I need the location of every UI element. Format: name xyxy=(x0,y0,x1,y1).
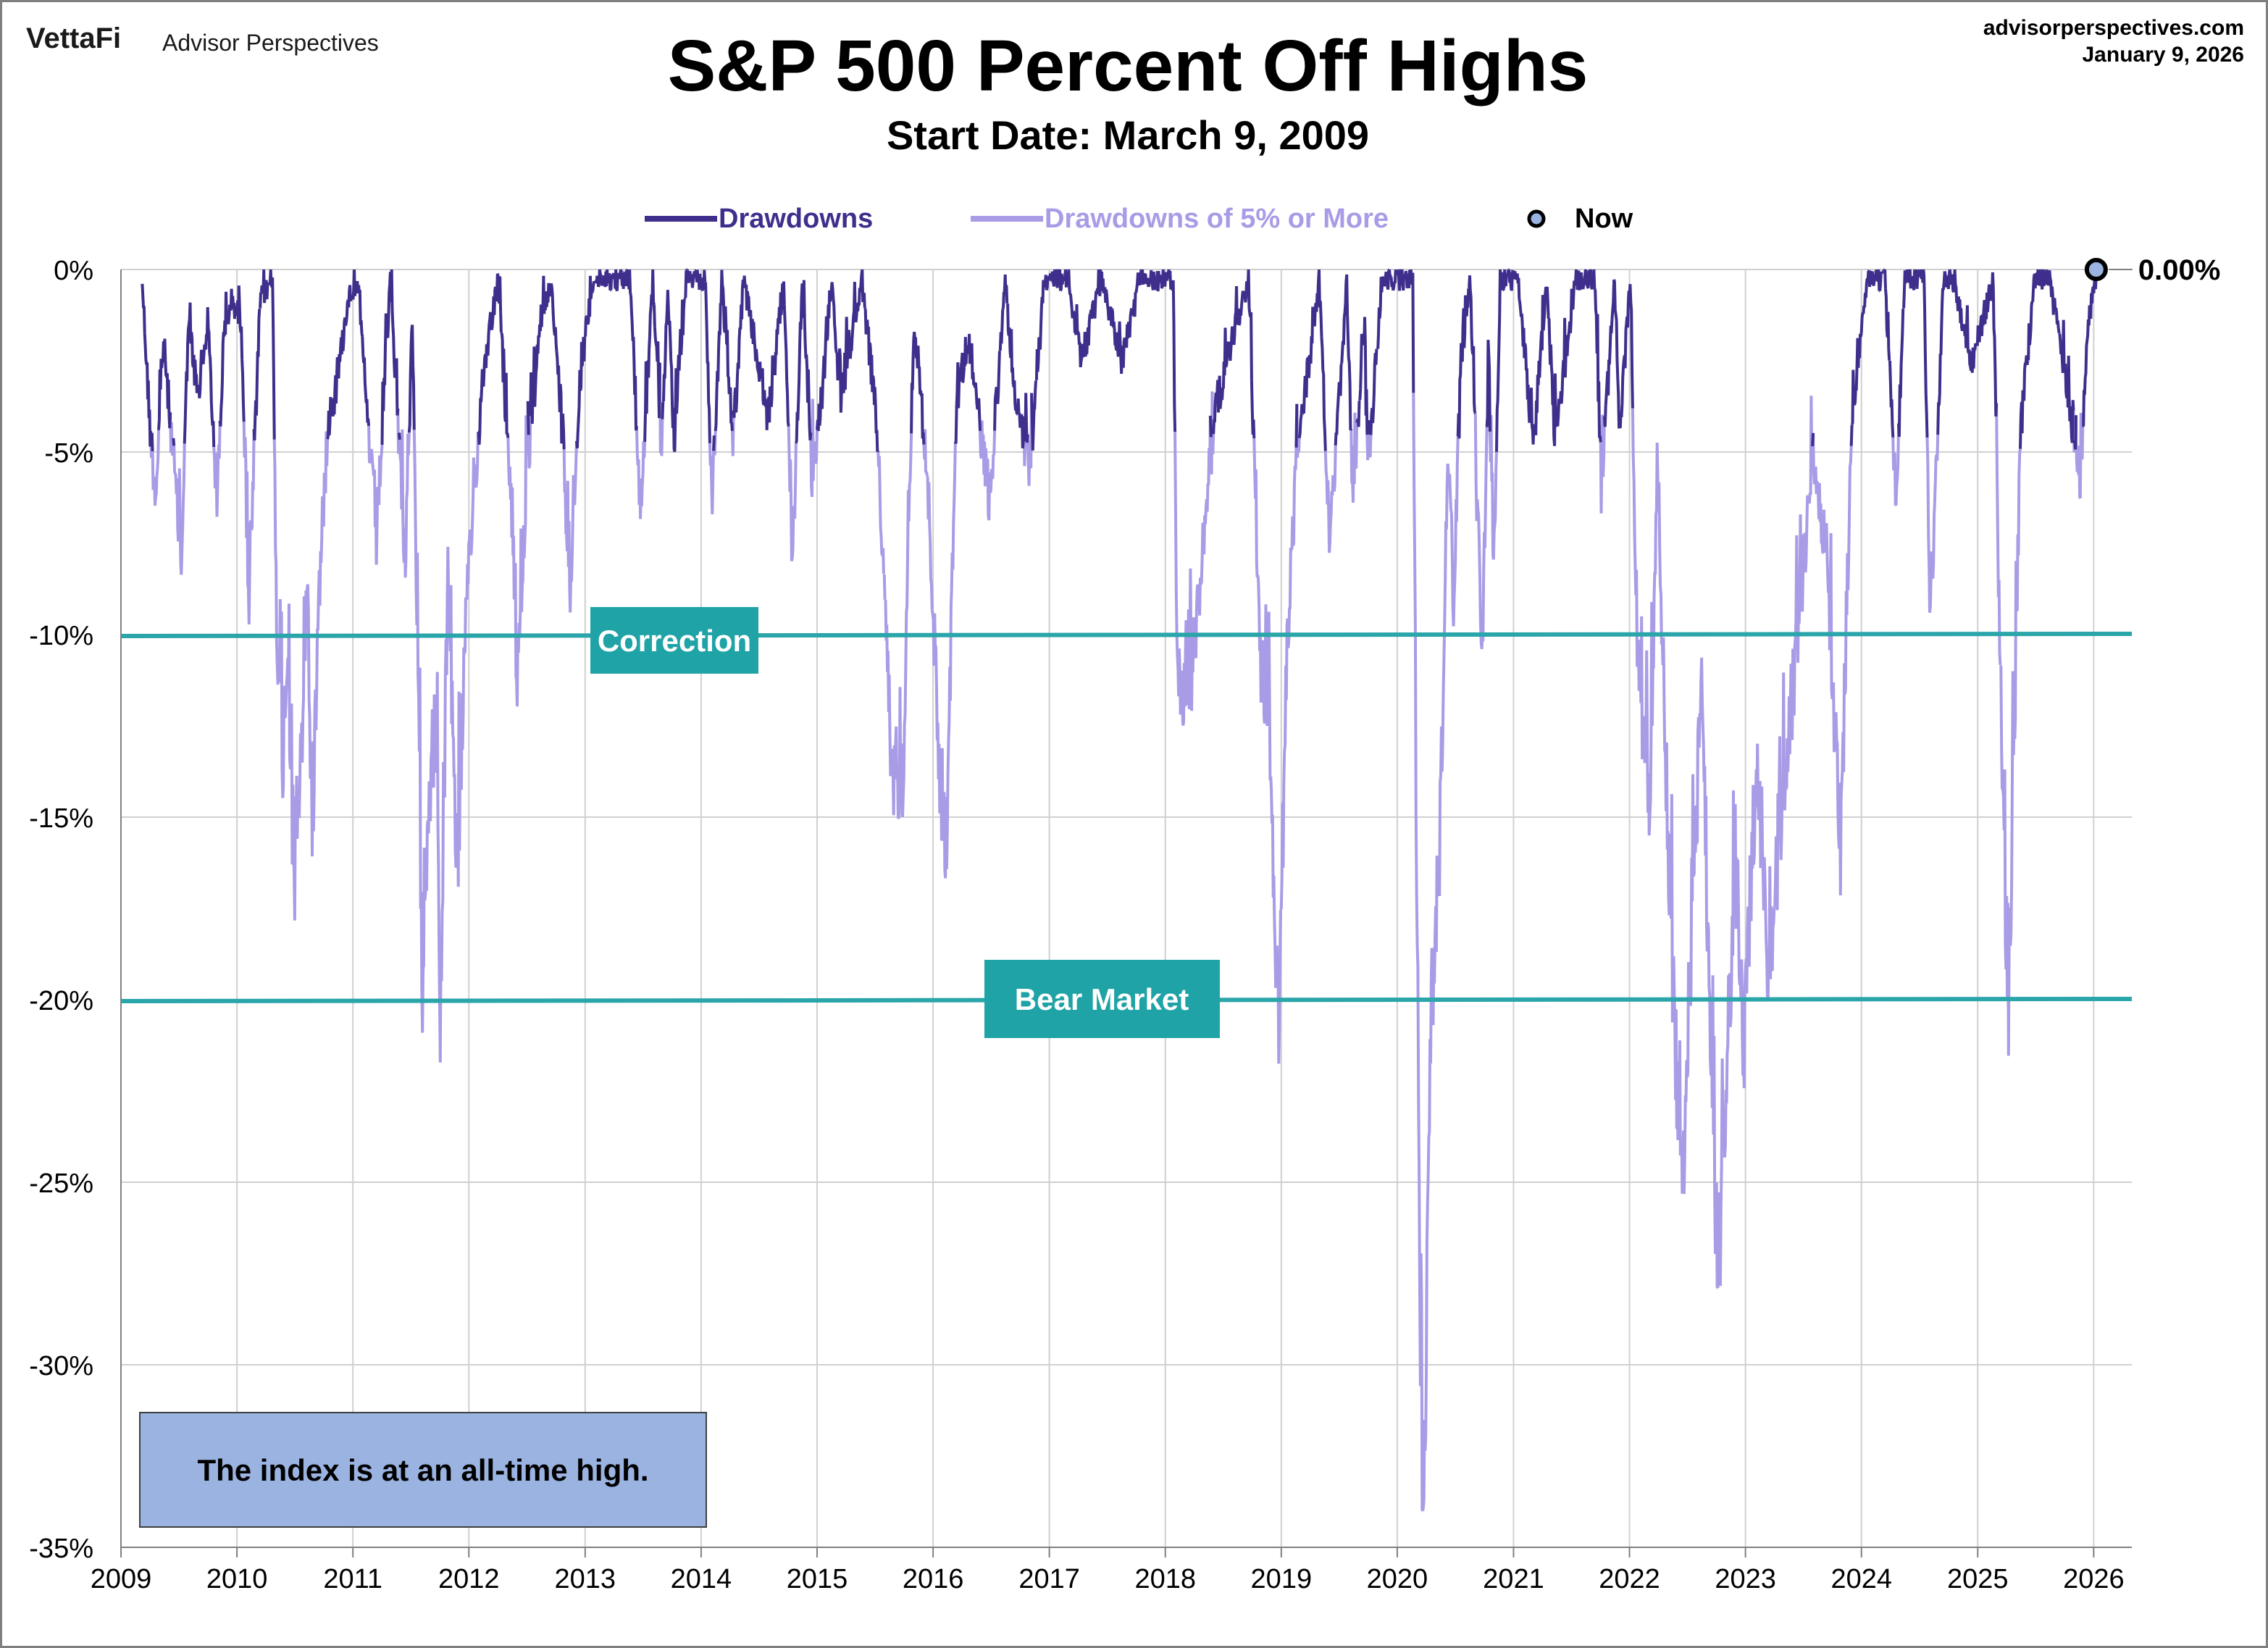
x-tick-label: 2023 xyxy=(1715,1564,1776,1594)
x-tick-label: 2016 xyxy=(903,1564,964,1594)
chart-title: S&P 500 Percent Off Highs xyxy=(668,25,1589,106)
legend-label-drawdowns: Drawdowns xyxy=(719,204,873,234)
y-axis-ticks: 0% -5% -10% -15% -20% -25% -30% -35% xyxy=(29,256,93,1564)
site-url: advisorperspectives.com xyxy=(1983,16,2244,40)
x-tick-label: 2019 xyxy=(1251,1564,1313,1594)
axes xyxy=(120,269,2132,1548)
x-tick-label: 2014 xyxy=(671,1564,732,1594)
y-tick-label: -20% xyxy=(29,986,93,1016)
brand-block: VettaFi Advisor Perspectives xyxy=(26,22,379,56)
x-tick-label: 2015 xyxy=(787,1564,848,1594)
y-tick-label: -15% xyxy=(29,803,93,834)
y-tick-label: -25% xyxy=(29,1168,93,1199)
correction-label: Correction xyxy=(590,607,758,674)
chart-subtitle: Start Date: March 9, 2009 xyxy=(887,112,1369,158)
brand-advisor-perspectives: Advisor Perspectives xyxy=(162,30,379,56)
now-marker xyxy=(2084,258,2108,281)
x-tick-label: 2011 xyxy=(323,1564,382,1594)
brand-vettafi: VettaFi xyxy=(26,22,121,54)
status-note-box xyxy=(139,1412,707,1528)
x-tick-label: 2017 xyxy=(1018,1564,1080,1594)
x-tick-label: 2013 xyxy=(555,1564,616,1594)
bear-market-label-box xyxy=(984,960,1220,1038)
y-tick-label: -30% xyxy=(29,1351,93,1381)
series-layer xyxy=(141,268,2098,1513)
x-tick-label: 2009 xyxy=(91,1564,152,1594)
y-tick-label: 0% xyxy=(54,256,93,286)
correction-label-text: Correction xyxy=(598,624,751,658)
x-tick-label: 2026 xyxy=(2063,1564,2125,1594)
now-value-label: 0.00% xyxy=(2138,254,2220,286)
series-line-drawdowns-5 xyxy=(149,362,2085,1513)
y-tick-label: -5% xyxy=(44,438,93,469)
y-tick-label: -10% xyxy=(29,621,93,651)
legend-label-drawdowns-5: Drawdowns of 5% or More xyxy=(1045,204,1389,234)
correction-label-box xyxy=(590,607,758,674)
x-tick-label: 2020 xyxy=(1367,1564,1428,1594)
legend: Drawdowns Drawdowns of 5% or More Now xyxy=(645,204,1633,234)
status-note: The index is at an all-time high. xyxy=(139,1412,707,1528)
chart-date: January 9, 2026 xyxy=(2083,43,2245,67)
legend-label-now: Now xyxy=(1575,204,1633,234)
bear-market-label: Bear Market xyxy=(984,960,1220,1038)
bear-market-label-text: Bear Market xyxy=(1015,982,1189,1016)
legend-now-marker xyxy=(1527,209,1546,228)
x-tick-label: 2012 xyxy=(438,1564,500,1594)
y-tick-label: -35% xyxy=(29,1534,93,1564)
x-axis-ticks: 2009 2010 2011 2012 2013 2014 2015 2016 2017 2018… xyxy=(91,1564,2125,1594)
threshold-line-correction xyxy=(120,632,2133,638)
x-tick-label: 2025 xyxy=(1947,1564,2009,1594)
x-tick-label: 2021 xyxy=(1483,1564,1544,1594)
series-line-drawdowns xyxy=(141,268,2098,453)
status-note-text: The index is at an all-time high. xyxy=(197,1453,648,1487)
now-marker-group: 0.00% xyxy=(2084,254,2220,286)
x-tick-label: 2018 xyxy=(1134,1564,1196,1594)
x-tick-label: 2022 xyxy=(1599,1564,1660,1594)
x-tick-label: 2010 xyxy=(206,1564,268,1594)
x-tick-label: 2024 xyxy=(1830,1564,1892,1594)
